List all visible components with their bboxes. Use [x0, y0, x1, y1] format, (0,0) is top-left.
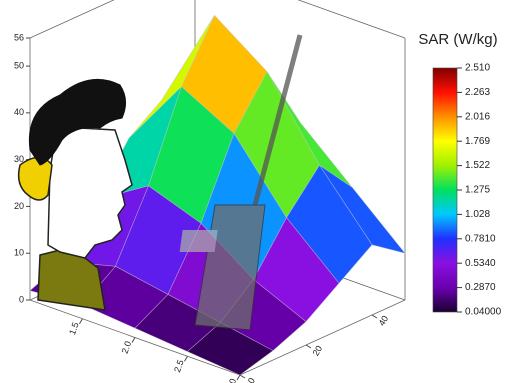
z-tick-label: 10 — [14, 248, 24, 258]
surface — [29, 14, 406, 376]
colorbar-tick-label: 1.522 — [465, 160, 490, 171]
axis-line — [297, 0, 406, 39]
y-tick — [305, 344, 312, 349]
y-tick-label: 0 — [246, 376, 257, 383]
axis-line — [239, 299, 406, 376]
colorbar-tick-label: 1.275 — [465, 185, 490, 196]
z-tick-label: 50 — [14, 60, 24, 70]
z-tick-label: 40 — [14, 107, 24, 117]
surface-patch — [186, 322, 274, 376]
x-tick — [79, 318, 83, 325]
x-tick — [236, 374, 241, 381]
colorbar — [432, 67, 458, 313]
colorbar-tick-label: 0.04000 — [465, 307, 502, 318]
colorbar-tick-label: 2.510 — [465, 63, 490, 74]
y-tick — [239, 374, 246, 379]
y-tick-label: 40 — [377, 314, 391, 328]
z-tick-label: 0 — [19, 294, 24, 304]
colorbar-title: SAR (W/kg) — [418, 31, 497, 48]
y-tick-label: 20 — [311, 344, 325, 358]
colorbar-tick-label: 2.263 — [465, 87, 490, 98]
head-illustration — [17, 78, 133, 311]
x-tick-label: 3.0 — [225, 377, 239, 383]
colorbar-tick-label: 1.028 — [465, 209, 490, 220]
axis-line — [29, 0, 115, 39]
colorbar-tick-label: 2.016 — [465, 111, 490, 122]
colorbar-tick-label: 1.769 — [465, 136, 490, 147]
radio-illustration — [179, 34, 303, 331]
colorbar-tick-label: 0.7810 — [465, 233, 496, 244]
z-tick-label: 20 — [14, 201, 24, 211]
x-tick-label: 2.0 — [120, 340, 134, 355]
colorbar-tick-label: 0.5340 — [465, 258, 496, 269]
colorbar-tick-label: 0.2870 — [465, 282, 496, 293]
y-tick — [371, 314, 378, 319]
z-tick-label: 56 — [14, 32, 24, 42]
z-tick-label: 30 — [14, 154, 24, 164]
x-tick-label: 2.5 — [172, 358, 186, 373]
x-tick — [184, 355, 188, 362]
x-tick-label: 1.5 — [67, 321, 81, 336]
x-tick — [131, 337, 136, 343]
